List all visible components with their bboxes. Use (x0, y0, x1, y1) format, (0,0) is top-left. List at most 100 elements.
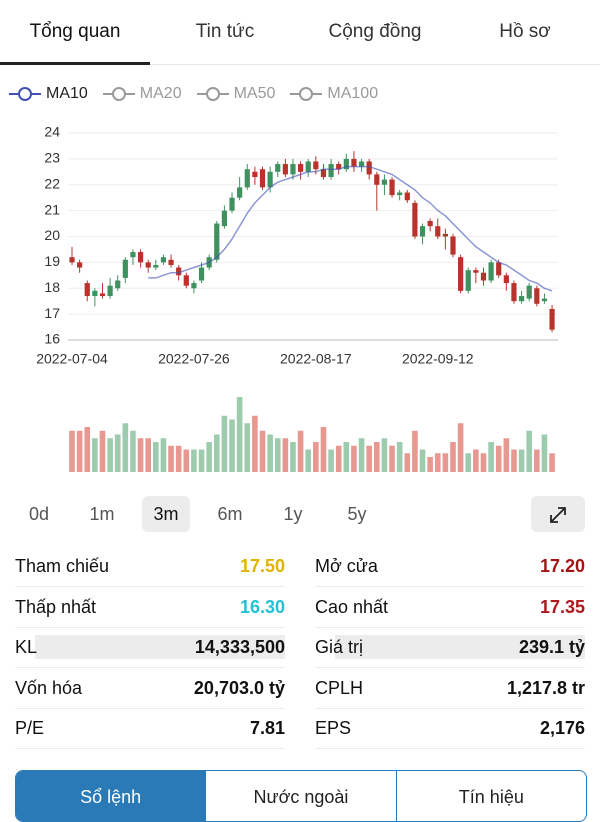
period-button[interactable]: 3m (142, 496, 190, 532)
volume-bar (518, 449, 525, 472)
candle-body (404, 192, 410, 201)
candle-body (374, 174, 380, 185)
legend-item[interactable]: MA20 (102, 85, 182, 103)
volume-bar (145, 438, 151, 472)
candle-body (488, 262, 494, 281)
candle-body (214, 223, 220, 260)
candle-body (137, 252, 144, 263)
period-button[interactable]: 0d (28, 504, 50, 524)
stats-table: Tham chiếu 17.50 Mở cửa 17.20 Thấp nhất 16.30… (0, 546, 600, 749)
candle-body (534, 288, 540, 304)
volume-bar (450, 442, 456, 472)
y-tick-label: 24 (44, 124, 60, 140)
volume-bar (175, 445, 182, 472)
volume-bar (374, 442, 380, 472)
candle-body (549, 308, 555, 330)
volume-bar (290, 442, 296, 472)
stats-row: Vốn hóa 20,703.0 tỷ CPLH 1,217.8 tr (0, 668, 600, 709)
row-separator (15, 748, 285, 749)
candle-body (92, 290, 98, 297)
volume-bar (274, 438, 281, 472)
legend-icon (9, 87, 41, 101)
y-tick-label: 20 (44, 227, 60, 243)
volume-bar (183, 449, 190, 472)
candle-body (389, 179, 395, 196)
period-button[interactable]: 1y (283, 504, 303, 524)
volume-bar (457, 423, 464, 472)
y-tick-label: 17 (44, 305, 60, 321)
y-tick-label: 22 (44, 175, 60, 191)
volume-bar (351, 445, 357, 472)
stat-label: CPLH (315, 677, 364, 698)
tab[interactable]: Tin tức (195, 21, 255, 42)
volume-bar (366, 445, 372, 472)
row-separator (315, 626, 585, 628)
legend-item[interactable]: MA50 (196, 85, 275, 103)
candle-body (122, 259, 128, 278)
candle-body (397, 192, 403, 196)
stat-value: 1,217.8 tr (506, 677, 585, 698)
candle-body (290, 164, 296, 175)
row-separator (315, 667, 585, 668)
candle-body (259, 169, 266, 188)
y-tick-label: 18 (44, 279, 60, 295)
volume-bar (442, 453, 449, 472)
legend-icon (290, 87, 323, 101)
volume-bar (305, 449, 312, 472)
volume-bar (404, 453, 411, 472)
candle-body (191, 283, 197, 289)
volume-bar (267, 434, 273, 472)
candle-body (526, 285, 532, 299)
period-button[interactable]: 1m (89, 504, 115, 524)
candle-body (503, 275, 509, 284)
candle-body (328, 164, 334, 177)
tab[interactable]: Hồ sơ (499, 21, 551, 42)
expand-icon (550, 507, 566, 523)
candle-body (541, 298, 548, 302)
volume-bar (213, 434, 220, 472)
candle-body (450, 236, 456, 255)
period-button[interactable]: 6m (217, 504, 243, 524)
stat-value: 17.20 (539, 556, 585, 576)
bottom-tab[interactable]: Nước ngoài (205, 771, 395, 821)
volume-bar (107, 438, 113, 472)
y-tick-label: 21 (44, 201, 60, 217)
tab[interactable]: Tổng quan (0, 0, 150, 65)
volume-bar (534, 449, 540, 472)
candle-body (442, 233, 448, 237)
row-shade (335, 635, 585, 659)
tab[interactable]: Cộng đồng (328, 21, 422, 42)
stats-row: P/E 7.81 EPS 2,176 (0, 708, 600, 749)
volume-bar (137, 438, 144, 472)
candle-body (145, 262, 151, 268)
stat-label: KL (15, 637, 38, 657)
candle-body (69, 257, 75, 263)
x-tick-label: 2022-09-12 (402, 351, 474, 367)
volume-bar (122, 423, 129, 472)
volume-bar (541, 434, 548, 472)
expand-button[interactable] (531, 496, 585, 532)
candle-body (160, 257, 167, 263)
candle-body (381, 179, 388, 185)
row-separator (315, 748, 585, 749)
y-tick-label: 16 (44, 331, 60, 347)
bottom-tab[interactable]: Sổ lệnh (16, 771, 206, 821)
volume-bar (396, 442, 403, 472)
stat-value: 7.81 (249, 718, 285, 738)
volume-bar (381, 438, 388, 472)
legend-item[interactable]: MA10 (8, 85, 88, 103)
volume-bar (480, 453, 487, 472)
x-tick-label: 2022-08-17 (280, 351, 352, 367)
candle-body (419, 226, 426, 237)
y-tick-label: 19 (44, 253, 60, 269)
candle-body (351, 158, 357, 167)
volume-bar (221, 415, 228, 472)
volume-bar (160, 438, 167, 472)
candle-body (244, 169, 250, 188)
candle-body (99, 293, 106, 297)
period-button[interactable]: 5y (347, 504, 367, 524)
stat-label: Mở cửa (315, 556, 378, 576)
legend-item[interactable]: MA100 (289, 85, 378, 103)
bottom-tab[interactable]: Tín hiệu (395, 771, 586, 821)
